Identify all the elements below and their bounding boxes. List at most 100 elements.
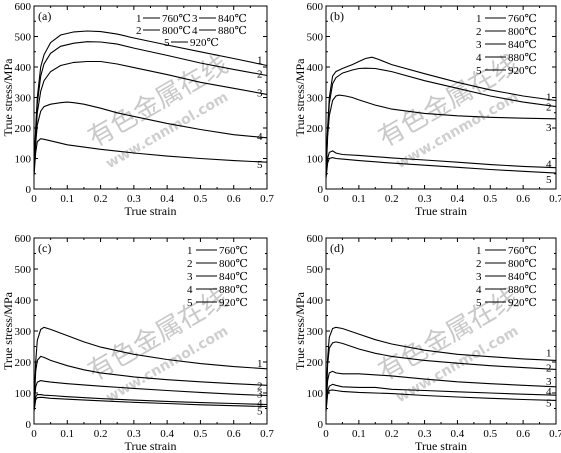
x-tick-label: 0.1 bbox=[352, 193, 366, 205]
y-axis-title: True stress/MPa bbox=[1, 291, 15, 370]
legend-label: 920℃ bbox=[219, 297, 248, 309]
series-end-label: 3 bbox=[546, 376, 552, 388]
legend-label: 920℃ bbox=[508, 297, 537, 309]
legend-number: 5 bbox=[476, 65, 482, 77]
y-tick-label: 300 bbox=[15, 93, 32, 105]
y-tick-label: 300 bbox=[307, 326, 324, 338]
legend-number: 2 bbox=[136, 25, 142, 37]
y-tick-label: 500 bbox=[307, 264, 324, 276]
x-tick-label: 0.4 bbox=[160, 193, 174, 205]
y-tick-label: 0 bbox=[318, 184, 324, 196]
y-tick-label: 400 bbox=[307, 62, 324, 74]
y-tick-label: 600 bbox=[15, 233, 32, 245]
legend-label: 880℃ bbox=[508, 52, 537, 64]
legend-label: 800℃ bbox=[162, 25, 191, 37]
x-tick-label: 0.7 bbox=[549, 428, 561, 440]
y-tick-label: 500 bbox=[15, 264, 32, 276]
y-tick-label: 200 bbox=[15, 357, 32, 369]
x-tick-label: 0 bbox=[323, 428, 329, 440]
x-tick-label: 0.2 bbox=[94, 428, 108, 440]
x-tick-label: 0 bbox=[31, 193, 37, 205]
x-tick-label: 0.3 bbox=[127, 428, 141, 440]
x-tick-label: 0.6 bbox=[227, 193, 241, 205]
y-tick-label: 200 bbox=[15, 123, 32, 135]
x-tick-label: 0.3 bbox=[127, 193, 141, 205]
legend-label: 840℃ bbox=[508, 39, 537, 51]
series-end-label: 1 bbox=[546, 92, 552, 104]
legend-label: 800℃ bbox=[219, 258, 248, 270]
y-tick-label: 500 bbox=[15, 32, 32, 44]
legend-number: 4 bbox=[476, 284, 482, 296]
legend-number: 4 bbox=[187, 284, 193, 296]
series-line-3 bbox=[325, 94, 557, 176]
y-tick-label: 200 bbox=[307, 357, 324, 369]
y-tick-label: 100 bbox=[307, 154, 324, 166]
legend-label: 800℃ bbox=[508, 26, 537, 38]
legend-label: 840℃ bbox=[218, 13, 247, 25]
x-tick-label: 0.7 bbox=[260, 193, 274, 205]
series-end-label: 4 bbox=[257, 131, 263, 143]
y-tick-label: 400 bbox=[15, 62, 32, 74]
series-line-5 bbox=[33, 138, 268, 176]
series-end-label: 4 bbox=[546, 159, 552, 171]
series-line-4 bbox=[33, 101, 268, 174]
y-axis-title: True stress/MPa bbox=[293, 291, 307, 370]
legend-number: 2 bbox=[476, 258, 482, 270]
x-tick-label: 0.5 bbox=[483, 193, 497, 205]
legend-label: 880℃ bbox=[218, 25, 247, 37]
series-end-label: 2 bbox=[257, 69, 263, 81]
y-tick-label: 300 bbox=[307, 93, 324, 105]
x-tick-label: 0.6 bbox=[516, 428, 530, 440]
series-end-label: 1 bbox=[257, 54, 263, 66]
legend-number: 5 bbox=[187, 297, 193, 309]
y-tick-label: 100 bbox=[307, 388, 324, 400]
legend-number: 1 bbox=[476, 245, 482, 257]
series-end-label: 5 bbox=[546, 174, 552, 186]
x-tick-label: 0.5 bbox=[483, 428, 497, 440]
x-axis-title: True strain bbox=[125, 439, 177, 453]
legend-label: 920℃ bbox=[190, 37, 219, 49]
series-end-label: 3 bbox=[546, 122, 552, 134]
series-line-5 bbox=[33, 396, 268, 412]
x-tick-label: 0.4 bbox=[451, 193, 465, 205]
y-tick-label: 100 bbox=[15, 388, 32, 400]
legend-label: 880℃ bbox=[508, 284, 537, 296]
series-end-label: 2 bbox=[257, 380, 263, 392]
legend-number: 4 bbox=[192, 25, 198, 37]
legend-number: 3 bbox=[187, 271, 193, 283]
x-tick-label: 0.7 bbox=[260, 428, 274, 440]
y-axis-title: True stress/MPa bbox=[293, 58, 307, 137]
legend-number: 5 bbox=[476, 297, 482, 309]
series-end-label: 4 bbox=[257, 397, 263, 409]
series-line-4 bbox=[325, 383, 557, 411]
series-end-label: 2 bbox=[546, 102, 552, 114]
x-tick-label: 0.2 bbox=[385, 193, 399, 205]
x-tick-label: 0.2 bbox=[94, 193, 108, 205]
x-tick-label: 0.7 bbox=[549, 193, 561, 205]
series-end-label: 3 bbox=[257, 388, 263, 400]
legend-number: 3 bbox=[192, 13, 198, 25]
x-tick-label: 0.4 bbox=[451, 428, 465, 440]
panel-label: (c) bbox=[38, 241, 51, 255]
series-end-label: 1 bbox=[257, 358, 263, 370]
y-axis-title: True stress/MPa bbox=[1, 58, 15, 137]
legend-label: 760℃ bbox=[219, 245, 248, 257]
x-tick-label: 0.5 bbox=[194, 428, 208, 440]
series-line-3 bbox=[33, 60, 268, 173]
legend-label: 800℃ bbox=[508, 258, 537, 270]
y-tick-label: 600 bbox=[307, 233, 324, 245]
panel-label: (d) bbox=[330, 241, 344, 255]
panel-label: (a) bbox=[38, 9, 51, 23]
series-end-label: 2 bbox=[546, 362, 552, 374]
series-line-1 bbox=[325, 326, 557, 406]
legend-label: 760℃ bbox=[508, 245, 537, 257]
y-tick-label: 600 bbox=[307, 1, 324, 13]
x-axis-title: True strain bbox=[125, 204, 177, 218]
series-line-5 bbox=[325, 389, 557, 412]
y-tick-label: 600 bbox=[15, 1, 32, 13]
legend-number: 1 bbox=[136, 13, 142, 25]
x-tick-label: 0.3 bbox=[418, 428, 432, 440]
y-tick-label: 400 bbox=[307, 295, 324, 307]
legend-number: 5 bbox=[164, 37, 170, 49]
